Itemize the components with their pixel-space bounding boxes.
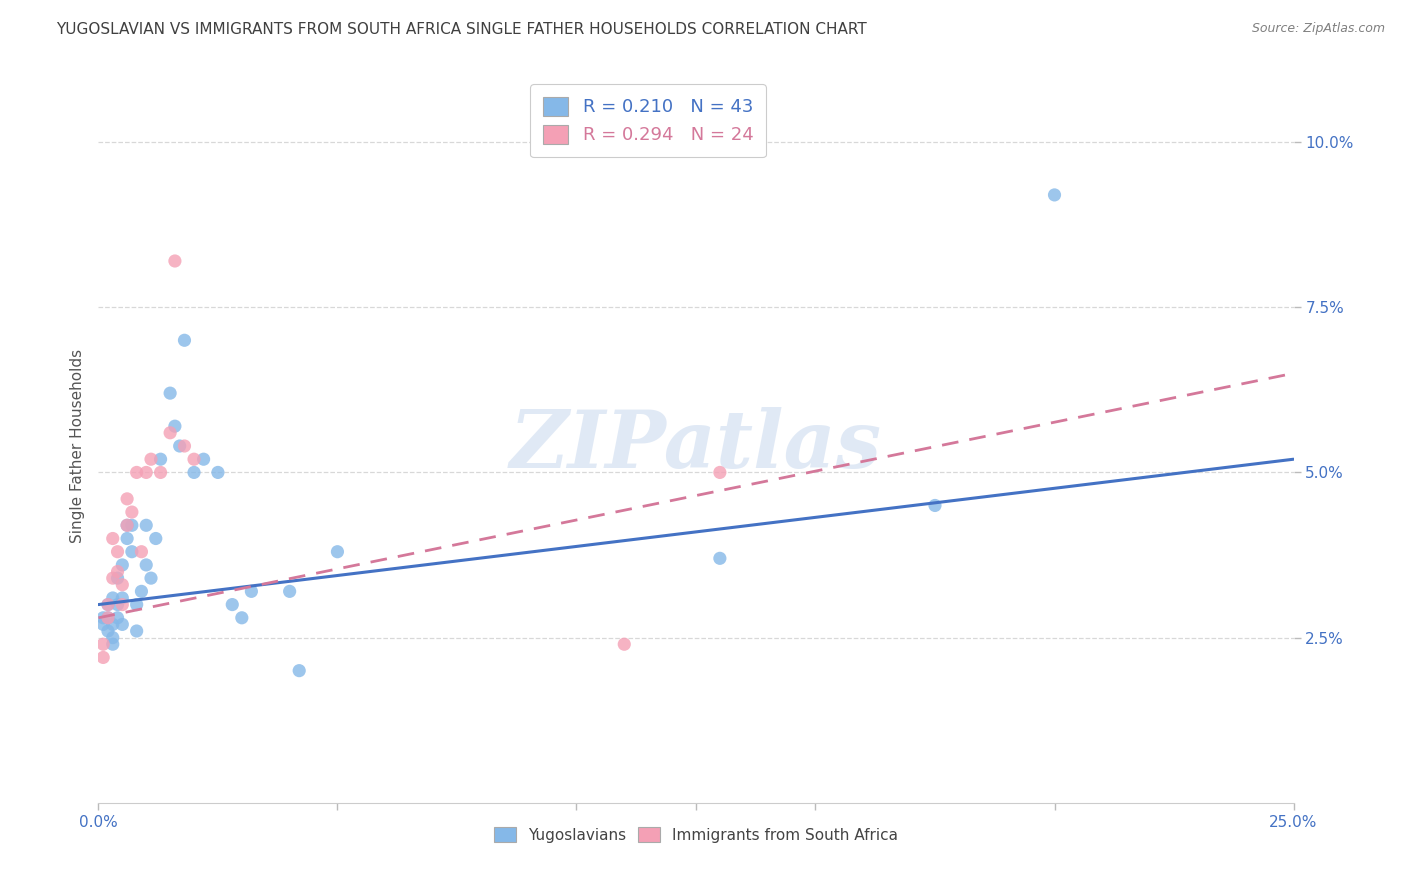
Point xyxy=(91,650,114,665)
Point xyxy=(91,611,114,625)
Text: Source: ZipAtlas.com: Source: ZipAtlas.com xyxy=(1251,22,1385,36)
Point xyxy=(149,452,172,467)
Point xyxy=(326,545,349,559)
Point xyxy=(97,598,120,612)
Point xyxy=(101,631,124,645)
Point xyxy=(173,439,195,453)
Point xyxy=(288,664,311,678)
Point xyxy=(101,571,124,585)
Point xyxy=(115,518,138,533)
Point xyxy=(121,545,143,559)
Point xyxy=(135,466,157,480)
Point xyxy=(240,584,263,599)
Point xyxy=(111,558,134,572)
Point xyxy=(107,571,129,585)
Point xyxy=(139,452,162,467)
Legend: Yugoslavians, Immigrants from South Africa: Yugoslavians, Immigrants from South Afri… xyxy=(488,821,904,848)
Point xyxy=(1043,188,1066,202)
Point xyxy=(139,571,162,585)
Point xyxy=(149,466,172,480)
Point xyxy=(278,584,301,599)
Point xyxy=(231,611,253,625)
Point xyxy=(111,617,134,632)
Text: ZIPatlas: ZIPatlas xyxy=(510,408,882,484)
Point xyxy=(169,439,191,453)
Point xyxy=(163,419,186,434)
Point xyxy=(101,591,124,605)
Point xyxy=(183,452,205,467)
Point xyxy=(121,505,143,519)
Point xyxy=(107,598,129,612)
Point xyxy=(173,333,195,347)
Point xyxy=(91,617,114,632)
Point xyxy=(924,499,946,513)
Point xyxy=(183,466,205,480)
Point xyxy=(125,466,148,480)
Point xyxy=(221,598,243,612)
Point xyxy=(107,565,129,579)
Point xyxy=(135,558,157,572)
Y-axis label: Single Father Households: Single Father Households xyxy=(69,349,84,543)
Point xyxy=(709,466,731,480)
Point xyxy=(97,611,120,625)
Point xyxy=(101,637,124,651)
Point xyxy=(159,425,181,440)
Point xyxy=(121,518,143,533)
Point xyxy=(111,578,134,592)
Point xyxy=(145,532,167,546)
Point xyxy=(91,637,114,651)
Point xyxy=(97,611,120,625)
Point xyxy=(709,551,731,566)
Point xyxy=(125,598,148,612)
Point xyxy=(193,452,215,467)
Point xyxy=(135,518,157,533)
Point xyxy=(115,532,138,546)
Point xyxy=(131,584,153,599)
Point xyxy=(97,598,120,612)
Point xyxy=(163,254,186,268)
Point xyxy=(207,466,229,480)
Point xyxy=(159,386,181,401)
Point xyxy=(131,545,153,559)
Point xyxy=(111,591,134,605)
Point xyxy=(107,611,129,625)
Text: YUGOSLAVIAN VS IMMIGRANTS FROM SOUTH AFRICA SINGLE FATHER HOUSEHOLDS CORRELATION: YUGOSLAVIAN VS IMMIGRANTS FROM SOUTH AFR… xyxy=(56,22,868,37)
Point xyxy=(111,598,134,612)
Point xyxy=(107,545,129,559)
Point xyxy=(101,617,124,632)
Point xyxy=(613,637,636,651)
Point xyxy=(101,532,124,546)
Point xyxy=(125,624,148,638)
Point xyxy=(115,518,138,533)
Point xyxy=(97,624,120,638)
Point xyxy=(115,491,138,506)
